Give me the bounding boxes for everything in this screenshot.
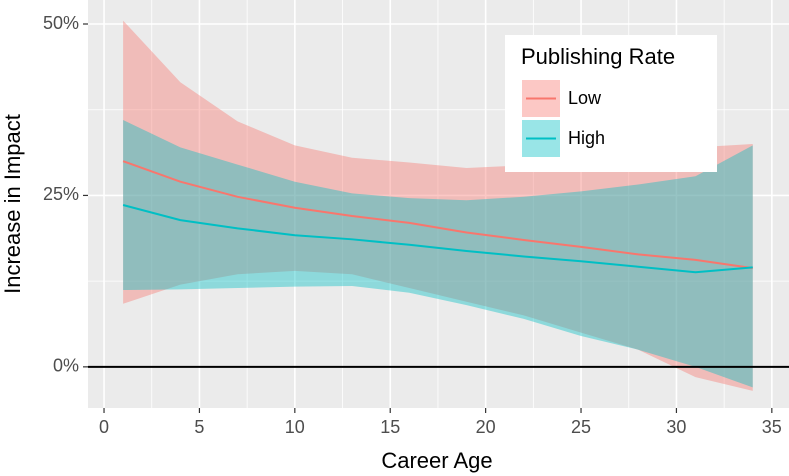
x-tick-label: 10 — [285, 417, 305, 437]
line — [122, 160, 753, 270]
x-axis-label: Career Age — [381, 448, 492, 473]
y-axis-label: Increase in Impact — [0, 114, 25, 294]
line — [122, 204, 753, 274]
x-tick-label: 0 — [99, 417, 109, 437]
y-tick-label: 50% — [43, 13, 79, 33]
ribbon — [123, 120, 753, 388]
legend: Publishing Rate Low High — [505, 35, 717, 172]
y-tick-label: 0% — [53, 356, 79, 376]
ribbon — [123, 20, 753, 391]
x-tick-label: 25 — [571, 417, 591, 437]
marks — [88, 20, 789, 391]
legend-label: High — [568, 128, 605, 148]
x-tick-label: 35 — [762, 417, 782, 437]
x-tick-label: 15 — [380, 417, 400, 437]
x-tick-label: 5 — [194, 417, 204, 437]
x-tick-label: 30 — [666, 417, 686, 437]
legend-label: Low — [568, 88, 602, 108]
y-tick-label: 25% — [43, 184, 79, 204]
legend-title: Publishing Rate — [521, 44, 675, 69]
axes: 0 5 10 15 20 25 30 35 0% 25% 50% — [43, 13, 782, 437]
legend-box — [505, 35, 717, 172]
grid — [88, 0, 789, 408]
x-tick-label: 20 — [476, 417, 496, 437]
